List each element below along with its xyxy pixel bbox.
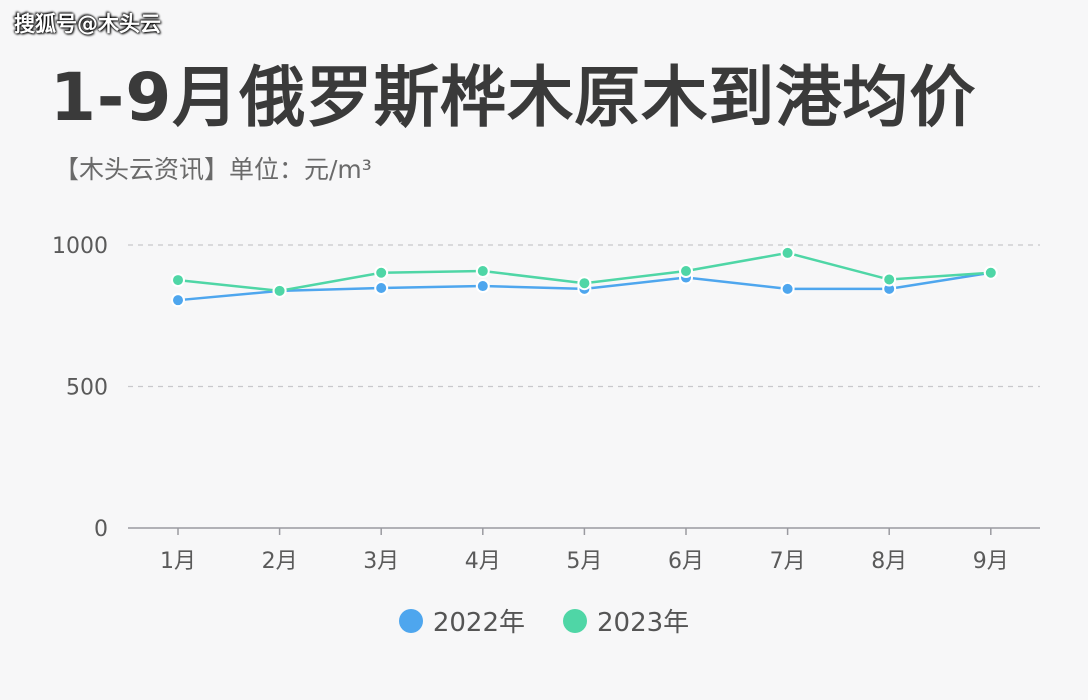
legend-item-2022[interactable]: 2022年 (398, 602, 525, 639)
y-tick-label-0: 0 (94, 517, 108, 542)
chart-subtitle: 【木头云资讯】单位：元/m³ (54, 155, 372, 184)
x-tick-label-7: 7月 (770, 549, 806, 574)
series-1-point-8 (882, 272, 897, 287)
series-1-point-6 (679, 264, 693, 279)
series-0-point-3 (374, 281, 389, 296)
series-1-point-1 (171, 273, 185, 288)
legend-label-2023: 2023年 (597, 608, 690, 638)
series-1-point-4 (475, 264, 490, 279)
legend-label-2022: 2022年 (432, 608, 525, 638)
series-1-point-5 (577, 276, 592, 291)
watermark: 搜狐号@木头云 (14, 12, 161, 36)
x-axis-labels: 1月 2月 3月 4月 5月 6月 7月 8月 9月 (160, 549, 1009, 574)
series-1-point-9 (983, 265, 998, 280)
gridlines (128, 244, 1040, 388)
x-tick-label-3: 3月 (363, 549, 399, 574)
x-tick-label-4: 4月 (465, 549, 501, 574)
x-tick-label-9: 9月 (973, 549, 1009, 574)
series-points (171, 245, 998, 308)
series-1-point-7 (780, 245, 795, 260)
y-tick-label-1000: 1000 (52, 234, 108, 259)
legend: 2022年 2023年 (0, 602, 1088, 639)
series-1-point-3 (374, 265, 389, 280)
series-0-point-4 (475, 279, 490, 294)
legend-dot-2023 (563, 608, 587, 633)
legend-item-2023[interactable]: 2023年 (563, 602, 689, 639)
series-0-point-1 (171, 293, 185, 308)
x-tick-label-6: 6月 (668, 549, 704, 574)
y-tick-label-500: 500 (66, 376, 108, 401)
x-axis (128, 527, 1040, 535)
x-tick-label-5: 5月 (566, 549, 602, 574)
x-tick-label-8: 8月 (871, 549, 907, 574)
y-axis-labels: 0 500 1000 (52, 234, 108, 542)
x-tick-label-1: 1月 (160, 549, 196, 574)
series-1-point-2 (272, 283, 287, 298)
x-tick-label-2: 2月 (262, 549, 298, 574)
legend-dot-2022 (398, 608, 423, 633)
series-0-point-7 (780, 281, 795, 296)
chart-title: 1-9月俄罗斯桦木原木到港均价 (50, 59, 977, 136)
